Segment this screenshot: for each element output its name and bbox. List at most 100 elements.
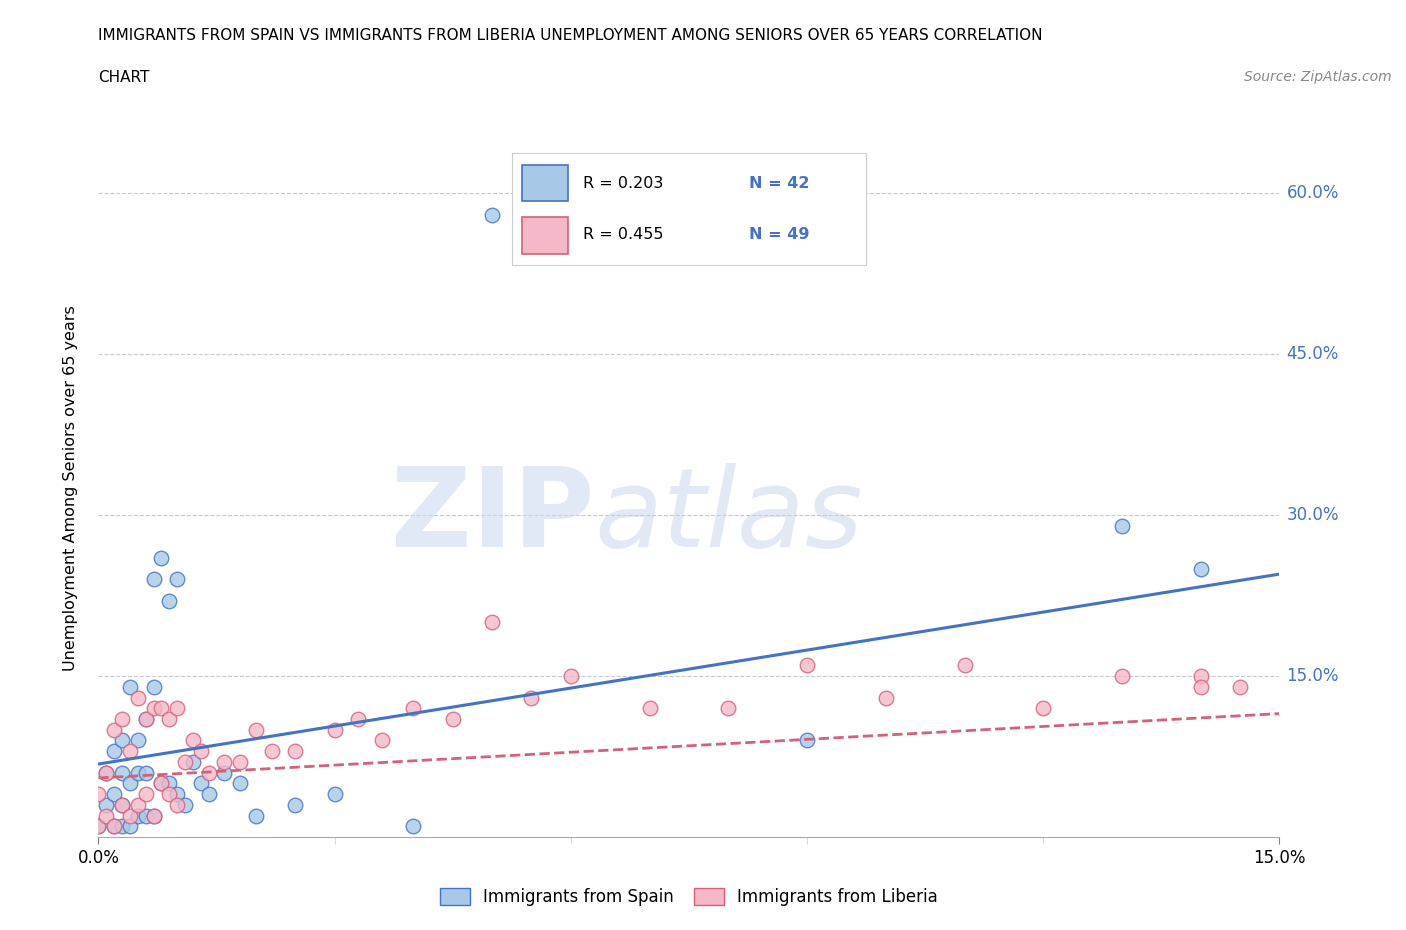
- Point: [166, 787, 188, 802]
- Point: [127, 797, 149, 812]
- Point: [481, 207, 503, 222]
- Point: [481, 615, 503, 630]
- Point: [402, 818, 425, 833]
- Point: [111, 797, 134, 812]
- Point: [717, 701, 740, 716]
- Point: [323, 787, 346, 802]
- Point: [135, 787, 157, 802]
- Point: [638, 701, 661, 716]
- Point: [142, 808, 165, 823]
- Text: 45.0%: 45.0%: [1286, 345, 1339, 363]
- Point: [142, 572, 165, 587]
- Point: [245, 808, 267, 823]
- Point: [402, 701, 425, 716]
- Point: [103, 818, 125, 833]
- Point: [1189, 669, 1212, 684]
- Point: [166, 572, 188, 587]
- Point: [150, 776, 173, 790]
- Text: 60.0%: 60.0%: [1286, 184, 1339, 202]
- Point: [157, 776, 180, 790]
- Point: [284, 797, 307, 812]
- Point: [103, 818, 125, 833]
- Point: [875, 690, 897, 705]
- Text: IMMIGRANTS FROM SPAIN VS IMMIGRANTS FROM LIBERIA UNEMPLOYMENT AMONG SENIORS OVER: IMMIGRANTS FROM SPAIN VS IMMIGRANTS FROM…: [98, 28, 1043, 43]
- Point: [371, 733, 394, 748]
- Point: [118, 808, 141, 823]
- Point: [96, 808, 118, 823]
- Point: [135, 765, 157, 780]
- Point: [181, 733, 204, 748]
- Point: [103, 744, 125, 759]
- Text: ZIP: ZIP: [391, 462, 595, 570]
- Point: [245, 723, 267, 737]
- Point: [166, 797, 188, 812]
- Text: CHART: CHART: [98, 70, 150, 85]
- Point: [181, 754, 204, 769]
- Point: [111, 733, 134, 748]
- Point: [135, 711, 157, 726]
- Point: [96, 797, 118, 812]
- Point: [127, 765, 149, 780]
- Point: [441, 711, 464, 726]
- Point: [214, 754, 236, 769]
- Point: [796, 733, 818, 748]
- Text: Source: ZipAtlas.com: Source: ZipAtlas.com: [1244, 70, 1392, 84]
- Point: [150, 776, 173, 790]
- Point: [111, 797, 134, 812]
- Point: [118, 818, 141, 833]
- Point: [1032, 701, 1054, 716]
- Point: [87, 787, 110, 802]
- Point: [157, 711, 180, 726]
- Point: [174, 754, 197, 769]
- Point: [323, 723, 346, 737]
- Point: [96, 765, 118, 780]
- Point: [111, 765, 134, 780]
- Point: [142, 808, 165, 823]
- Y-axis label: Unemployment Among Seniors over 65 years: Unemployment Among Seniors over 65 years: [63, 305, 77, 671]
- Point: [190, 776, 212, 790]
- Point: [1111, 518, 1133, 533]
- Point: [103, 723, 125, 737]
- Point: [150, 551, 173, 565]
- Text: 15.0%: 15.0%: [1286, 667, 1339, 685]
- Legend: Immigrants from Spain, Immigrants from Liberia: Immigrants from Spain, Immigrants from L…: [433, 881, 945, 912]
- Point: [135, 808, 157, 823]
- Point: [166, 701, 188, 716]
- Point: [127, 733, 149, 748]
- Text: 30.0%: 30.0%: [1286, 506, 1339, 525]
- Point: [118, 744, 141, 759]
- Point: [118, 679, 141, 694]
- Point: [229, 754, 252, 769]
- Point: [111, 818, 134, 833]
- Text: atlas: atlas: [595, 462, 863, 570]
- Point: [1111, 669, 1133, 684]
- Point: [1189, 562, 1212, 577]
- Point: [87, 818, 110, 833]
- Point: [157, 787, 180, 802]
- Point: [796, 658, 818, 672]
- Point: [229, 776, 252, 790]
- Point: [111, 711, 134, 726]
- Point: [284, 744, 307, 759]
- Point: [118, 776, 141, 790]
- Point: [197, 765, 219, 780]
- Point: [190, 744, 212, 759]
- Point: [953, 658, 976, 672]
- Point: [142, 701, 165, 716]
- Point: [214, 765, 236, 780]
- Point: [1229, 679, 1251, 694]
- Point: [150, 701, 173, 716]
- Point: [1189, 679, 1212, 694]
- Point: [174, 797, 197, 812]
- Point: [127, 808, 149, 823]
- Point: [127, 690, 149, 705]
- Point: [520, 690, 543, 705]
- Point: [260, 744, 283, 759]
- Point: [347, 711, 370, 726]
- Point: [157, 593, 180, 608]
- Point: [96, 765, 118, 780]
- Point: [197, 787, 219, 802]
- Point: [135, 711, 157, 726]
- Point: [87, 818, 110, 833]
- Point: [560, 669, 582, 684]
